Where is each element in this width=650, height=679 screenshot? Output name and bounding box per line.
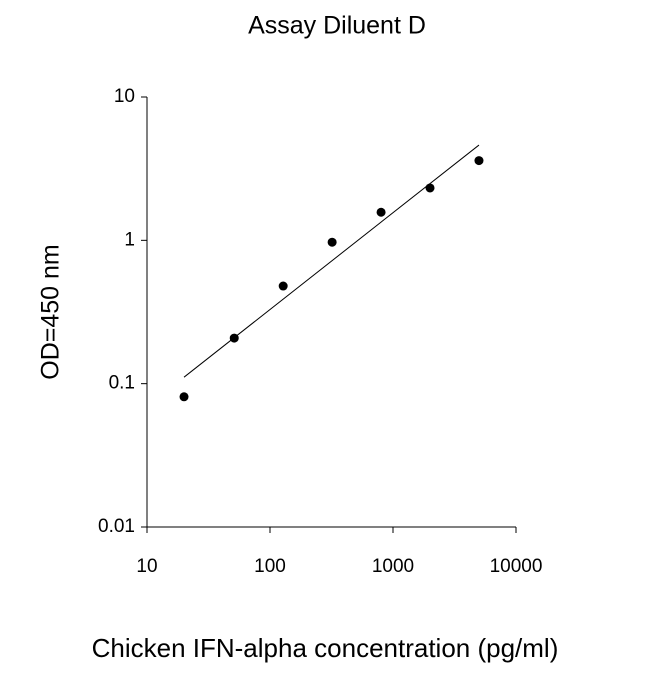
data-point xyxy=(278,281,288,291)
x-tick-label: 10 xyxy=(136,556,157,577)
x-axis-label: Chicken IFN-alpha concentration (pg/ml) xyxy=(92,633,559,663)
x-tick-label: 100 xyxy=(254,556,286,577)
y-tick-label: 1 xyxy=(124,229,135,250)
data-point xyxy=(327,237,337,247)
chart-title: Assay Diluent D xyxy=(248,12,426,40)
data-point xyxy=(376,207,386,217)
y-axis-label: OD=450 nm xyxy=(37,244,65,380)
y-tick-label: 10 xyxy=(114,86,135,107)
y-tick-label: 0.01 xyxy=(98,516,135,537)
x-tick-label: 10000 xyxy=(490,556,543,577)
data-point xyxy=(425,183,435,193)
data-point xyxy=(179,392,189,402)
data-point xyxy=(474,156,484,166)
x-tick-label: 1000 xyxy=(372,556,414,577)
y-tick-label: 0.1 xyxy=(109,373,135,394)
trend-line xyxy=(183,144,480,378)
